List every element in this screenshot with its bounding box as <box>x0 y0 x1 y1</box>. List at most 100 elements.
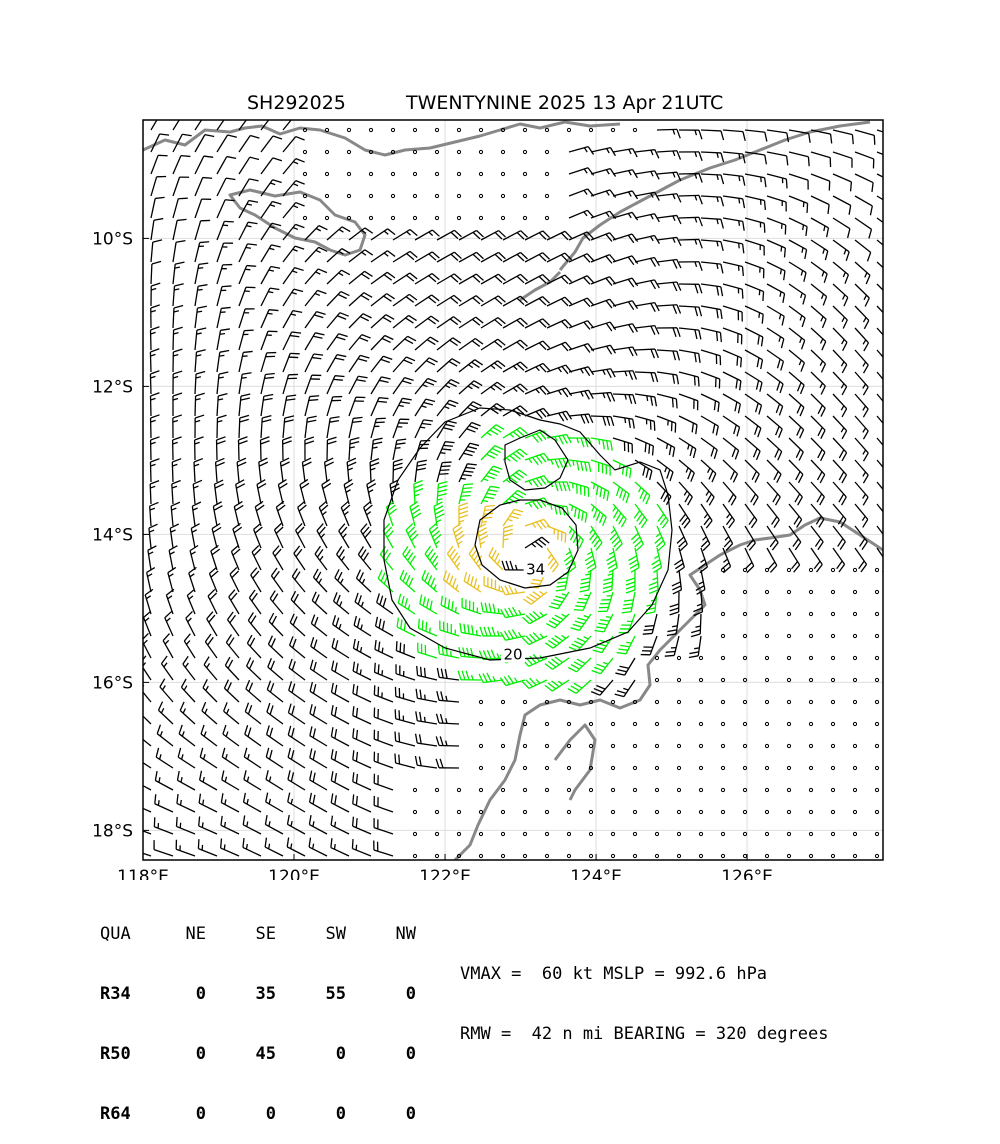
wind-barb <box>503 449 527 461</box>
wind-barb <box>503 384 527 394</box>
wind-barb <box>305 333 324 350</box>
calm-marker <box>765 634 768 637</box>
wind-barb <box>380 546 393 570</box>
wind-barb <box>833 328 847 351</box>
calm-marker <box>369 216 372 219</box>
wind-barb <box>332 638 349 658</box>
wind-barb <box>211 545 220 570</box>
wind-barb <box>501 607 525 617</box>
wind-barb <box>322 479 331 504</box>
wind-barb <box>133 794 151 812</box>
wind-barb <box>305 396 319 416</box>
calm-marker <box>809 634 812 637</box>
wind-barb <box>613 301 638 310</box>
wind-barb <box>276 501 285 526</box>
wind-radii-row-r34: R34 0 35 55 0 <box>100 984 416 1004</box>
wind-barb <box>179 725 195 746</box>
calm-marker <box>787 590 790 593</box>
wind-barb <box>195 242 209 262</box>
wind-barb <box>156 748 173 768</box>
wind-barb <box>701 526 710 551</box>
wind-barb <box>353 639 371 658</box>
wind-barb <box>347 458 356 482</box>
calm-marker <box>479 832 482 835</box>
wind-barb <box>397 618 415 636</box>
wind-barb <box>679 239 702 248</box>
calm-marker <box>809 678 812 681</box>
calm-marker <box>677 656 680 659</box>
wind-barb <box>265 815 283 834</box>
wind-barb <box>288 748 305 768</box>
wind-barb <box>217 157 236 174</box>
header-nw: NW <box>346 924 416 944</box>
wind-barb <box>679 504 690 528</box>
wind-barb <box>406 523 418 548</box>
calm-marker <box>699 700 702 703</box>
wind-radii-table: QUA NE SE SW NW R34 0 35 55 0 R50 0 45 0… <box>100 884 416 1144</box>
wind-barb <box>207 612 217 636</box>
wind-barb <box>459 338 483 350</box>
calm-marker <box>743 722 746 725</box>
wind-barb <box>811 526 823 550</box>
wind-barb <box>811 350 825 372</box>
wind-barb <box>374 818 393 834</box>
wind-barb <box>585 548 596 573</box>
wind-barb <box>657 305 681 314</box>
header-sw: SW <box>276 924 346 944</box>
calm-marker <box>853 612 856 615</box>
wind-barb <box>525 519 550 529</box>
wind-barb <box>679 306 701 316</box>
calm-marker <box>589 722 592 725</box>
wind-barb <box>415 358 438 372</box>
calm-marker <box>831 656 834 659</box>
calm-marker <box>655 678 658 681</box>
wind-barb <box>239 373 252 394</box>
wind-barb <box>767 482 780 505</box>
wind-barb <box>437 442 455 460</box>
calm-marker <box>831 766 834 769</box>
wind-barb <box>396 664 415 680</box>
wind-barb <box>481 361 505 372</box>
calm-marker <box>765 854 768 857</box>
wind-barb <box>767 328 784 348</box>
wind-barb <box>173 349 182 372</box>
calm-marker <box>655 766 658 769</box>
wind-barb <box>679 482 692 505</box>
wind-barb <box>349 293 372 306</box>
wind-barb <box>312 592 327 614</box>
wind-barb <box>479 673 503 683</box>
wind-barb <box>489 547 503 570</box>
lon-tick-label: 124°E <box>570 867 622 880</box>
wind-barb <box>833 526 845 550</box>
wind-barb <box>701 438 717 459</box>
wind-barb <box>547 548 558 572</box>
wind-barb <box>811 372 825 395</box>
coastline-bonaparte <box>555 725 595 800</box>
wind-barb <box>811 328 826 350</box>
calm-marker <box>765 722 768 725</box>
calm-marker <box>699 854 702 857</box>
wind-barb <box>570 614 591 630</box>
calm-marker <box>677 788 680 791</box>
wind-barb <box>205 634 217 658</box>
wind-barb <box>811 482 824 505</box>
wind-barb <box>300 479 309 504</box>
wind-barb <box>147 568 155 592</box>
wind-barb <box>481 425 504 438</box>
wind-barb <box>305 354 323 372</box>
wind-barb <box>376 617 393 636</box>
wind-barb <box>267 681 283 702</box>
calm-marker <box>787 832 790 835</box>
wind-barb <box>217 221 234 240</box>
wind-barb <box>341 501 350 526</box>
wind-barb <box>811 548 822 572</box>
wind-barb <box>288 726 305 746</box>
wind-barb <box>349 417 363 438</box>
wind-barb <box>133 771 151 790</box>
wind-barb <box>310 682 327 702</box>
wind-barb <box>574 592 591 610</box>
wind-barb <box>635 258 659 267</box>
wind-barb <box>229 590 239 614</box>
wind-barb <box>672 570 682 594</box>
wind-barb <box>657 394 677 408</box>
